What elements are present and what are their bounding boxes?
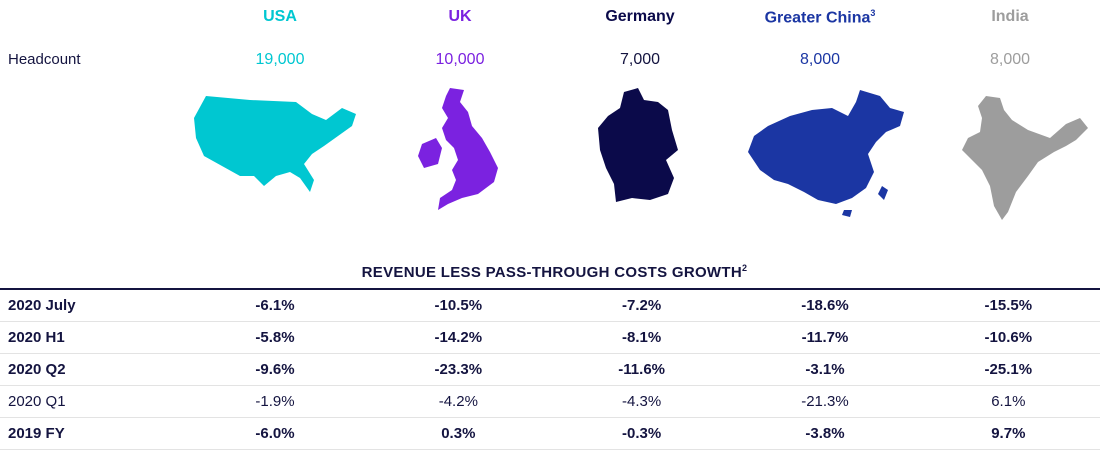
row-label: 2020 July — [0, 288, 184, 322]
cell-greater-china: -3.1% — [733, 353, 917, 386]
cell-greater-china: -18.6% — [733, 288, 917, 322]
headcount-greater-china: 8,000 — [799, 51, 841, 68]
cell-usa: -6.1% — [183, 288, 367, 322]
cell-greater-china: -3.8% — [733, 417, 917, 450]
germany-shape — [598, 88, 678, 202]
cell-india: -25.1% — [916, 353, 1100, 386]
row-label: 2020 Q1 — [0, 385, 184, 418]
country-header-greater-china: Greater China3 — [730, 8, 910, 27]
india-shape — [962, 96, 1088, 220]
country-name: Greater China — [764, 9, 871, 27]
cell-usa: -9.6% — [183, 353, 367, 386]
country-name: USA — [263, 8, 297, 25]
growth-table: 2020 July -6.1% -10.5% -7.2% -18.6% -15.5% 202… — [0, 288, 1100, 450]
table-row: 2019 FY -6.0% 0.3% -0.3% -3.8% 9.7% — [0, 417, 1100, 450]
usa-shape — [194, 96, 356, 192]
table-title-text: REVENUE LESS PASS-THROUGH COSTS GROWTH — [361, 264, 742, 281]
country-header-germany: Germany — [550, 8, 730, 26]
headcount-uk: 10,000 — [435, 51, 485, 68]
cell-uk: 0.3% — [366, 417, 550, 450]
cell-india: -15.5% — [916, 288, 1100, 322]
row-label: 2020 Q2 — [0, 353, 184, 386]
cell-uk: -23.3% — [366, 353, 550, 386]
table-row: 2020 July -6.1% -10.5% -7.2% -18.6% -15.5% — [0, 288, 1100, 322]
cell-uk: -10.5% — [366, 288, 550, 322]
headcount-germany: 7,000 — [619, 51, 661, 68]
cell-india: -10.6% — [916, 321, 1100, 354]
cell-germany: -0.3% — [549, 417, 734, 450]
country-header-india: India — [920, 8, 1100, 26]
headcount-usa: 19,000 — [255, 51, 305, 68]
headcount-india: 8,000 — [989, 51, 1031, 68]
germany-map-icon — [598, 88, 678, 202]
cell-germany: -8.1% — [549, 321, 734, 354]
cell-greater-china: -21.3% — [733, 385, 917, 418]
cell-usa: -5.8% — [183, 321, 367, 354]
footnote-marker: 2 — [742, 263, 748, 273]
cell-germany: -7.2% — [549, 288, 734, 322]
taiwan-shape — [878, 186, 888, 200]
headcount-label: Headcount — [8, 51, 81, 68]
cell-uk: -4.2% — [366, 385, 550, 418]
cell-germany: -11.6% — [549, 353, 734, 386]
cell-india: 6.1% — [916, 385, 1100, 418]
cell-greater-china: -11.7% — [733, 321, 917, 354]
table-title: REVENUE LESS PASS-THROUGH COSTS GROWTH2 — [0, 263, 1109, 281]
country-name: India — [991, 8, 1029, 25]
table-row: 2020 Q1 -1.9% -4.2% -4.3% -21.3% 6.1% — [0, 385, 1100, 418]
country-header-usa: USA — [190, 8, 370, 26]
country-header-uk: UK — [370, 8, 550, 26]
row-label: 2020 H1 — [0, 321, 184, 354]
cell-india: 9.7% — [916, 417, 1100, 450]
row-label: 2019 FY — [0, 417, 184, 450]
country-name: Germany — [605, 8, 675, 25]
country-name: UK — [448, 8, 472, 25]
uk-map-icon — [418, 88, 498, 210]
cell-usa: -1.9% — [183, 385, 367, 418]
china-map-icon — [748, 90, 904, 217]
hainan-shape — [842, 210, 852, 217]
cell-uk: -14.2% — [366, 321, 550, 354]
gb-shape — [438, 88, 498, 210]
table-row: 2020 Q2 -9.6% -23.3% -11.6% -3.1% -25.1% — [0, 353, 1100, 386]
footnote-marker: 3 — [870, 8, 876, 18]
table-row: 2020 H1 -5.8% -14.2% -8.1% -11.7% -10.6% — [0, 321, 1100, 354]
usa-map-icon — [194, 96, 356, 192]
cell-usa: -6.0% — [183, 417, 367, 450]
china-shape — [748, 90, 904, 204]
ireland-shape — [418, 138, 442, 168]
india-map-icon — [962, 96, 1088, 220]
cell-germany: -4.3% — [549, 385, 734, 418]
